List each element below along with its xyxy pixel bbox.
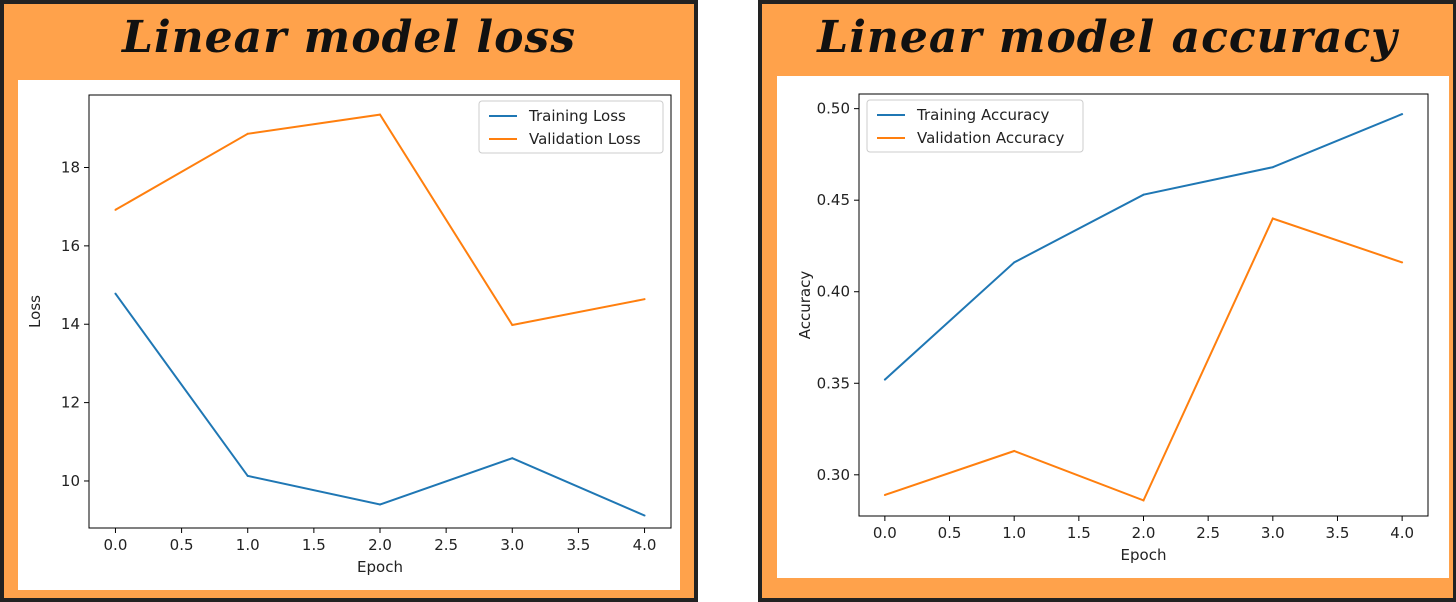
accuracy-data-point [883, 378, 886, 381]
accuracy-x-tick-label: 1.5 [1067, 524, 1091, 542]
loss-x-tick-label: 1.0 [236, 536, 260, 554]
accuracy-x-tick-label: 0.0 [873, 524, 897, 542]
accuracy-chart: 0.0 0.5 1.0 1.5 2.0 2.5 3.0 3.5 4.0 0.30 0.35 0.40 0… [796, 93, 1429, 564]
loss-chart-area: 0.0 0.5 1.0 1.5 2.0 2.5 3.0 3.5 4.0 10 12 14 16 18 Epo… [18, 80, 680, 590]
loss-legend-box [478, 100, 664, 154]
loss-data-point [643, 298, 646, 301]
loss-x-tick-label: 4.0 [633, 536, 657, 554]
loss-data-point [511, 324, 514, 327]
loss-x-tick-label: 2.5 [434, 536, 458, 554]
loss-data-point [643, 514, 646, 517]
loss-data-point [246, 474, 249, 477]
loss-legend-label: Training Loss [528, 107, 626, 125]
loss-y-tick-label: 18 [61, 158, 80, 176]
accuracy-legend-label: Training Accuracy [916, 106, 1050, 124]
accuracy-data-point [1013, 450, 1016, 453]
loss-legend-label: Validation Loss [529, 130, 641, 148]
loss-data-point [246, 132, 249, 135]
loss-panel: Linear model loss 0.0 0.5 1.0 1.5 2.0 2.5 3.0 3… [0, 0, 698, 602]
accuracy-series-validation-line [884, 217, 1403, 502]
loss-series-training-line [114, 293, 645, 517]
accuracy-x-tick-label: 2.5 [1196, 524, 1220, 542]
loss-legend: Training Loss Validation Loss [478, 100, 664, 154]
accuracy-y-tick-label: 0.30 [817, 466, 850, 484]
accuracy-data-point [1271, 217, 1274, 220]
loss-panel-title: Linear model loss [122, 12, 576, 63]
accuracy-x-tick-label: 3.5 [1326, 524, 1350, 542]
loss-y-tick-label: 16 [61, 237, 80, 255]
accuracy-y-tick-label: 0.45 [817, 191, 850, 209]
accuracy-data-point [1271, 166, 1274, 169]
loss-data-point [511, 457, 514, 460]
loss-x-tick-label: 1.5 [302, 536, 326, 554]
loss-data-point [379, 113, 381, 116]
loss-data-point [114, 208, 117, 211]
accuracy-data-point [1142, 193, 1145, 196]
accuracy-data-point [1013, 261, 1016, 264]
accuracy-panel-title: Linear model accuracy [817, 12, 1398, 63]
accuracy-x-tick-label: 0.5 [938, 524, 962, 542]
accuracy-series-training-line [884, 113, 1403, 381]
accuracy-y-axis-label: Accuracy [796, 271, 814, 340]
loss-y-tick-label: 10 [61, 472, 80, 490]
accuracy-y-tick-label: 0.50 [817, 100, 850, 118]
accuracy-x-tick-label: 2.0 [1132, 524, 1156, 542]
accuracy-data-point [1142, 499, 1145, 502]
accuracy-chart-area: 0.0 0.5 1.0 1.5 2.0 2.5 3.0 3.5 4.0 0.30 0.35 0.40 0… [777, 76, 1449, 578]
loss-x-tick-label: 0.5 [170, 536, 194, 554]
accuracy-y-tick-label: 0.40 [817, 283, 850, 301]
loss-y-tick-label: 12 [61, 394, 80, 412]
accuracy-legend-box [866, 99, 1084, 153]
loss-x-tick-label: 0.0 [104, 536, 128, 554]
accuracy-x-axis-label: Epoch [1121, 546, 1167, 564]
loss-x-axis-label: Epoch [357, 558, 403, 576]
accuracy-legend-label: Validation Accuracy [917, 129, 1064, 147]
accuracy-plot-frame [858, 93, 1429, 517]
loss-y-axis-label: Loss [26, 295, 44, 328]
loss-data-point [114, 292, 117, 295]
loss-chart: 0.0 0.5 1.0 1.5 2.0 2.5 3.0 3.5 4.0 10 12 14 16 18 Epo… [26, 94, 672, 576]
accuracy-x-tick-label: 3.0 [1261, 524, 1285, 542]
loss-x-tick-label: 3.5 [566, 536, 590, 554]
loss-y-tick-label: 14 [61, 315, 80, 333]
accuracy-x-tick-label: 4.0 [1390, 524, 1414, 542]
accuracy-y-tick-label: 0.35 [817, 374, 850, 392]
loss-x-tick-label: 3.0 [500, 536, 524, 554]
loss-data-point [379, 503, 381, 506]
accuracy-legend: Training Accuracy Validation Accuracy [866, 99, 1084, 153]
accuracy-data-point [883, 493, 886, 496]
accuracy-x-tick-label: 1.0 [1002, 524, 1026, 542]
loss-x-tick-label: 2.0 [368, 536, 392, 554]
accuracy-data-point [1401, 113, 1404, 116]
accuracy-panel: Linear model accuracy 0.0 0.5 1.0 1.5 2.0 2.5… [758, 0, 1456, 602]
accuracy-data-point [1401, 261, 1404, 264]
